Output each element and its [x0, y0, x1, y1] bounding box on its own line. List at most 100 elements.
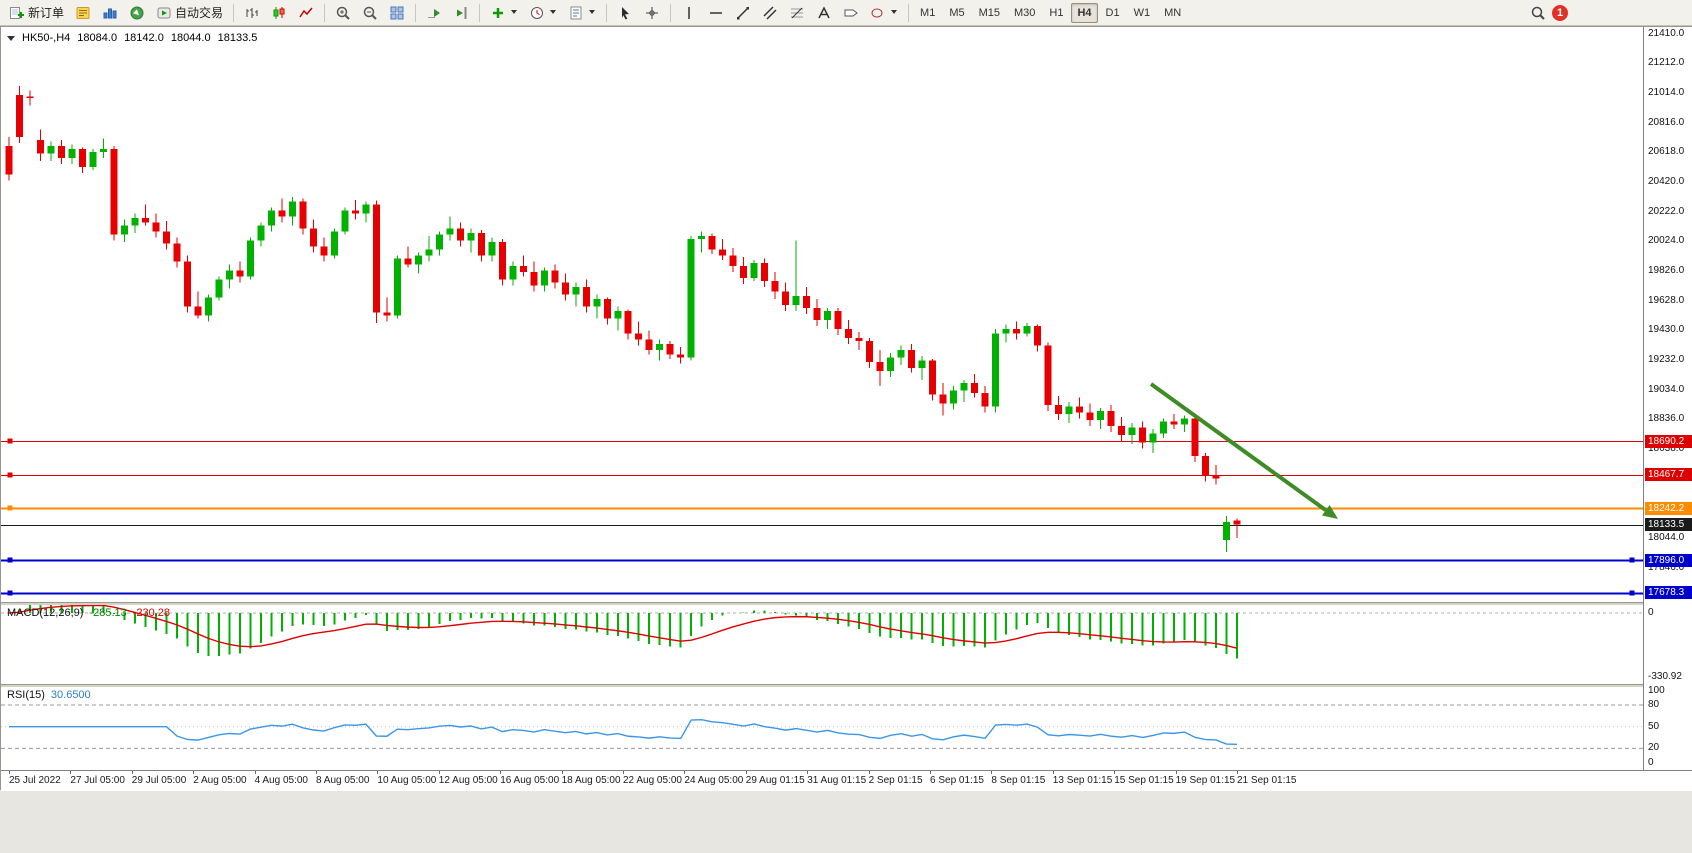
support-line-blue-2-handle[interactable] [7, 590, 13, 596]
cursor-button[interactable] [612, 2, 638, 24]
time-axis-line [1, 770, 1692, 771]
support-line-orange-handle[interactable] [7, 505, 13, 511]
time-label: 27 Jul 05:00 [70, 775, 125, 786]
trend-arrow-object[interactable] [1149, 382, 1328, 512]
templates-button[interactable] [563, 2, 601, 24]
periods-icon [531, 6, 544, 19]
timeframe-button-m5[interactable]: M5 [943, 3, 970, 23]
time-label: 31 Aug 01:15 [807, 775, 867, 786]
time-tick [807, 771, 809, 774]
new-order-icon [10, 6, 24, 19]
text-button[interactable] [811, 2, 837, 24]
time-tick [1052, 771, 1054, 774]
channel-button[interactable] [757, 2, 783, 24]
main-toolbar: 新订单 自动交易 [0, 0, 1692, 26]
metaeditor-button[interactable] [70, 2, 96, 24]
panel-divider[interactable] [1, 684, 1692, 687]
price-scale-label: 20222.0 [1648, 205, 1685, 217]
macd-panel-canvas[interactable] [1, 605, 1643, 684]
search-button[interactable] [1525, 2, 1551, 24]
time-tick [316, 771, 317, 774]
tile-windows-button[interactable] [384, 2, 410, 24]
shapes-button[interactable] [865, 2, 903, 24]
timeframe-button-h4[interactable]: H4 [1071, 2, 1098, 23]
dropdown-caret-icon [511, 10, 518, 14]
support-line-blue-2-handle[interactable] [1629, 590, 1635, 596]
vertical-line-button[interactable] [676, 2, 702, 24]
panel-divider[interactable] [1, 602, 1692, 605]
candlestick-chart-button[interactable] [266, 2, 292, 24]
resistance-line-2-handle[interactable] [7, 472, 13, 478]
timeframe-bar: M1 M5 M15 M30 H1 H4 D1 W1 MN [914, 2, 1187, 23]
time-label: 24 Aug 05:00 [684, 775, 744, 786]
line-chart-button[interactable] [293, 2, 319, 24]
vertical-line-icon [688, 6, 690, 19]
label-icon [844, 9, 858, 16]
chart-window: HK50-,H4 18084.0 18142.0 18044.0 18133.5… [0, 26, 1692, 791]
cursor-icon [622, 6, 630, 19]
toolbar-separator [606, 3, 608, 22]
auto-scroll-button[interactable] [421, 2, 447, 24]
price-badge: 17896.0 [1645, 553, 1692, 567]
resistance-line-1-handle[interactable] [7, 438, 13, 444]
new-order-button[interactable]: 新订单 [4, 2, 69, 24]
time-label: 22 Aug 05:00 [623, 775, 682, 786]
price-scale-label: 19034.0 [1648, 383, 1685, 395]
rsi-panel-canvas[interactable] [1, 687, 1643, 770]
time-label: 8 Aug 05:00 [316, 775, 370, 786]
crosshair-button[interactable] [639, 2, 665, 24]
zoom-out-button[interactable] [357, 2, 383, 24]
fibonacci-icon [791, 7, 804, 18]
toolbar-separator [415, 3, 417, 22]
channel-icon [763, 5, 777, 20]
time-tick [623, 771, 624, 774]
price-scale-label: 19628.0 [1648, 294, 1685, 306]
time-tick [991, 771, 993, 774]
auto-scroll-icon [428, 8, 441, 18]
navigator-button[interactable] [124, 2, 150, 24]
time-tick [1114, 771, 1116, 774]
price-badge: 18242.2 [1645, 501, 1692, 515]
support-line-blue-1-handle[interactable] [7, 557, 13, 563]
main-chart-canvas[interactable] [1, 27, 1643, 602]
fibonacci-button[interactable] [784, 2, 810, 24]
trendline-button[interactable] [730, 2, 756, 24]
timeframe-button-mn[interactable]: MN [1158, 3, 1187, 23]
time-scale[interactable]: 25 Jul 2022 27 Jul 05:00 29 Jul 05:00 2 Aug… [1, 771, 1692, 791]
timeframe-button-m30[interactable]: M30 [1008, 3, 1041, 23]
chart-shift-button[interactable] [448, 2, 474, 24]
rsi-scale-label: 80 [1648, 699, 1660, 711]
support-line-blue-1-handle[interactable] [1629, 557, 1635, 563]
time-label: 4 Aug 05:00 [254, 775, 308, 786]
zoom-in-button[interactable] [330, 2, 356, 24]
time-label: 18 Aug 05:00 [561, 775, 621, 786]
macd-signal-line [8, 605, 1238, 649]
bar-chart-button[interactable] [239, 2, 265, 24]
price-scale-label: 18044.0 [1648, 532, 1685, 543]
price-scale-label: 20618.0 [1648, 146, 1685, 158]
time-tick [9, 771, 10, 774]
timeframe-button-w1[interactable]: W1 [1128, 3, 1157, 23]
price-badge: 18133.5 [1645, 518, 1692, 532]
toolbar-separator [233, 3, 235, 22]
horizontal-line-icon [710, 11, 723, 14]
periods-button[interactable] [524, 2, 562, 24]
horizontal-line-button[interactable] [703, 2, 729, 24]
indicators-button[interactable] [485, 2, 523, 24]
notification-badge[interactable]: 1 [1552, 4, 1568, 21]
timeframe-button-d1[interactable]: D1 [1100, 3, 1126, 23]
candles-group [5, 86, 1241, 553]
label-button[interactable] [838, 2, 864, 24]
metaeditor-icon [76, 6, 90, 19]
tile-windows-icon [390, 6, 404, 19]
timeframe-button-m15[interactable]: M15 [973, 3, 1006, 23]
price-scale-label: 20024.0 [1648, 235, 1685, 247]
autotrading-button[interactable]: 自动交易 [151, 2, 228, 24]
zoom-in-icon [336, 6, 350, 20]
time-tick [1237, 771, 1238, 774]
market-watch-button[interactable] [97, 2, 123, 24]
timeframe-button-m1[interactable]: M1 [914, 3, 941, 23]
timeframe-button-h1[interactable]: H1 [1043, 3, 1069, 23]
price-scale[interactable]: 21410.0 21212.0 21014.0 20816.0 20618.0 20420… [1643, 27, 1692, 770]
chart-menu-icon[interactable] [7, 35, 15, 41]
